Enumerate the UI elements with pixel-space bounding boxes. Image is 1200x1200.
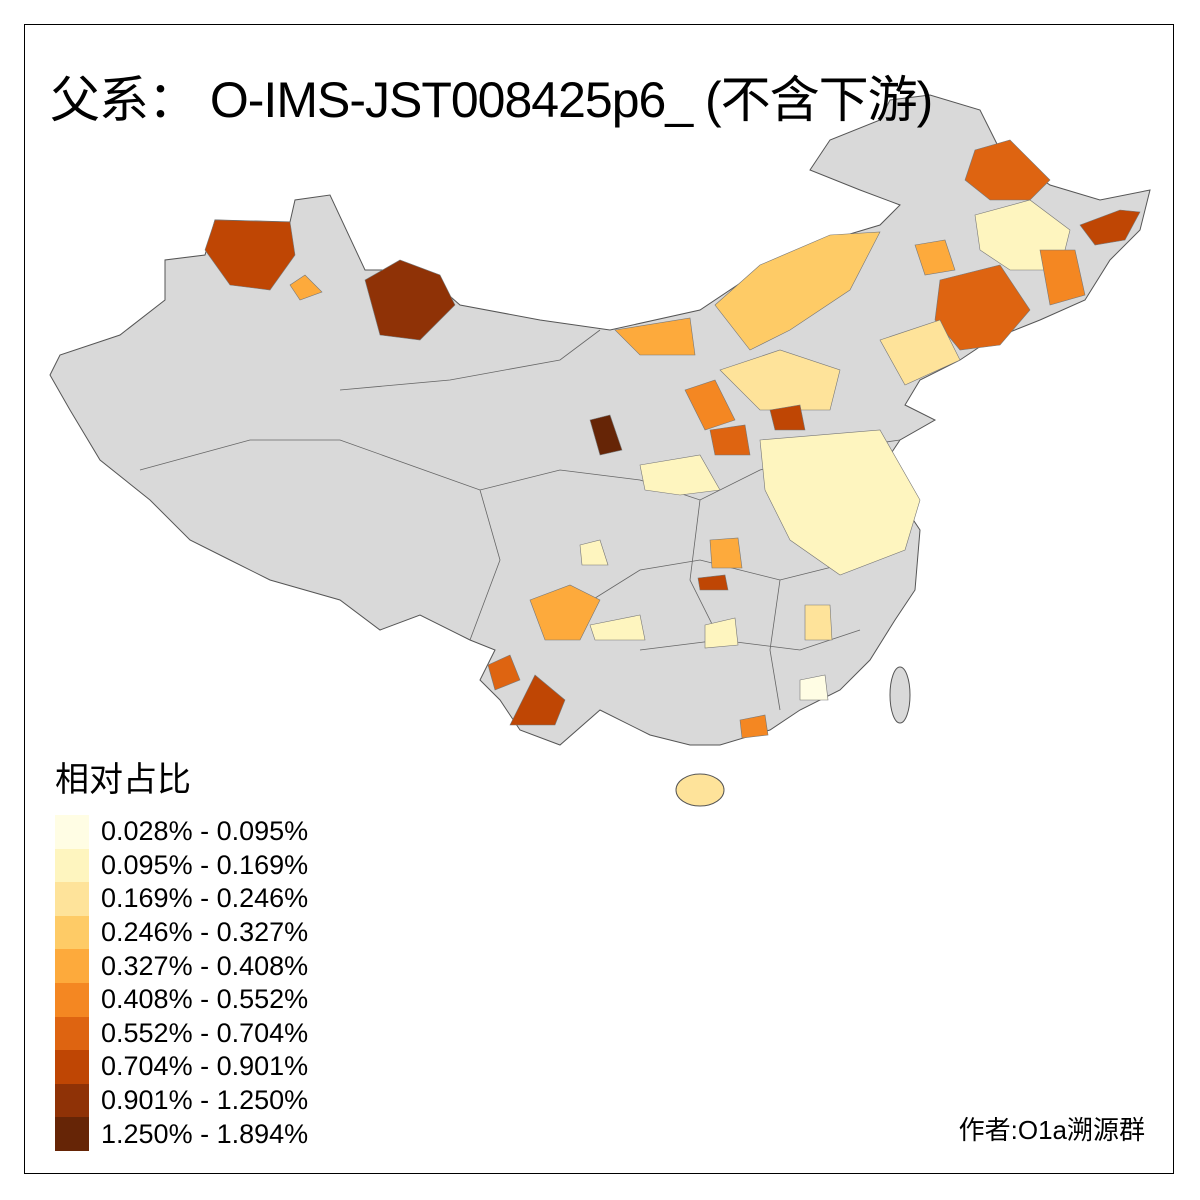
- region: [589, 614, 646, 641]
- region: [739, 714, 769, 739]
- region: [704, 617, 739, 649]
- legend-swatch: [55, 915, 89, 950]
- hainan-island: [675, 773, 725, 807]
- region: [614, 317, 696, 356]
- region: [289, 274, 323, 301]
- region-fills: [204, 139, 1141, 739]
- legend-label: 1.250% - 1.894%: [101, 1118, 309, 1149]
- legend-title: 相对占比: [55, 760, 191, 800]
- legend-label: 0.095% - 0.169%: [101, 849, 309, 880]
- legend-item: 0.028% - 0.095%: [55, 815, 308, 849]
- region: [769, 404, 806, 431]
- region: [589, 414, 623, 456]
- region: [934, 264, 1031, 351]
- legend-swatch: [55, 1083, 89, 1118]
- region: [719, 349, 841, 411]
- region: [364, 259, 456, 341]
- region: [914, 239, 956, 276]
- legend-swatch: [55, 1016, 89, 1051]
- legend-item: 0.552% - 0.704%: [55, 1016, 309, 1051]
- legend-label: 0.901% - 1.250%: [101, 1085, 309, 1116]
- legend-swatch: [55, 1050, 89, 1084]
- author-credit: 作者:O1a溯源群: [958, 1115, 1145, 1145]
- legend-item: 0.901% - 1.250%: [55, 1083, 309, 1118]
- map-frame: [24, 24, 1174, 1174]
- region: [879, 319, 961, 386]
- legend: 相对占比 0.028% - 0.095% 0.095% - 0.169% 0.169…: [55, 752, 308, 1151]
- legend-label: 0.246% - 0.327%: [101, 917, 309, 948]
- legend-item: 0.246% - 0.327%: [55, 915, 309, 950]
- legend-item: 0.408% - 0.552%: [55, 982, 309, 1017]
- legend-label: 0.408% - 0.552%: [101, 984, 309, 1015]
- region: [714, 231, 881, 351]
- region: [759, 429, 921, 576]
- legend-label: 0.028% - 0.095%: [101, 816, 309, 847]
- legend-label: 0.552% - 0.704%: [101, 1017, 309, 1048]
- legend-label: 0.169% - 0.246%: [101, 883, 309, 914]
- legend-swatch: [55, 848, 89, 883]
- region: [529, 584, 601, 641]
- region: [1039, 249, 1086, 306]
- legend-swatch: [55, 815, 89, 849]
- legend-item: 0.095% - 0.169%: [55, 848, 309, 883]
- map-title: 父系： O-IMS-JST008425p6_ (不含下游): [50, 72, 933, 128]
- legend-item: 0.327% - 0.408%: [55, 949, 308, 983]
- region: [1079, 209, 1141, 246]
- region: [684, 379, 736, 431]
- region: [579, 539, 609, 566]
- region: [709, 537, 743, 569]
- region: [204, 219, 296, 291]
- legend-item: 0.704% - 0.901%: [55, 1050, 308, 1084]
- legend-label: 0.327% - 0.408%: [101, 950, 309, 981]
- legend-swatch: [55, 949, 89, 983]
- region: [709, 424, 751, 456]
- region: [639, 454, 721, 496]
- region: [804, 604, 833, 641]
- legend-swatch: [55, 982, 89, 1017]
- legend-item: 1.250% - 1.894%: [55, 1117, 308, 1151]
- legend-swatch: [55, 882, 89, 916]
- taiwan-island: [889, 666, 911, 724]
- legend-swatch: [55, 1117, 89, 1151]
- region: [697, 574, 729, 591]
- region: [487, 654, 521, 691]
- region: [799, 674, 829, 701]
- legend-label: 0.704% - 0.901%: [101, 1051, 309, 1082]
- region: [509, 674, 566, 726]
- legend-item: 0.169% - 0.246%: [55, 882, 308, 916]
